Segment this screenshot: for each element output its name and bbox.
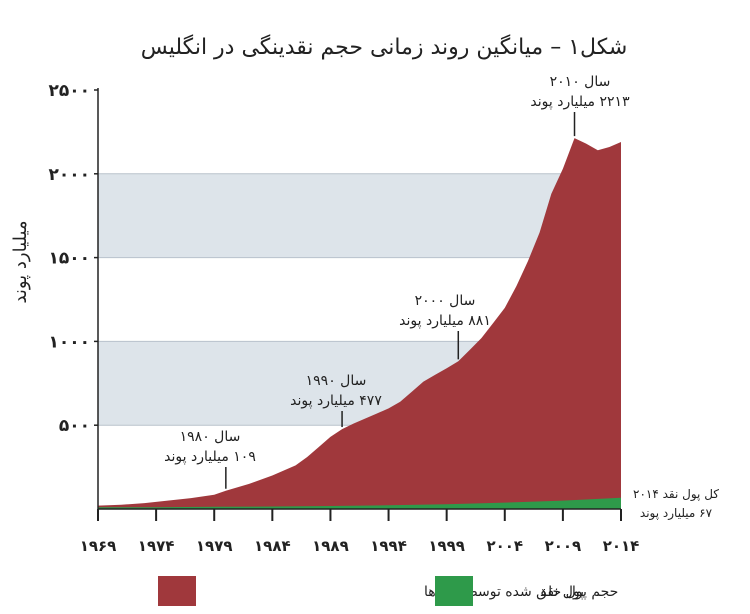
annotation-line1: سال ۲۰۱۰ — [550, 74, 611, 90]
legend-label-cash: پول نقد — [540, 584, 584, 600]
y-tick-label: ۲۵۰۰ — [48, 81, 90, 101]
x-tick-label: ۱۹۸۹ — [312, 537, 349, 555]
x-tick-label: ۱۹۹۴ — [370, 537, 407, 555]
y-axis-label: میلیارد پوند — [10, 220, 31, 303]
x-tick-label: ۲۰۰۹ — [545, 537, 582, 555]
area-series — [98, 138, 621, 509]
area-series-0 — [98, 138, 621, 509]
annotation-line2: ۴۷۷ میلیارد پوند — [290, 393, 382, 409]
annotation-line2: ۱۰۹ میلیارد پوند — [164, 449, 256, 465]
y-tick-label: ۱۰۰۰ — [48, 332, 90, 352]
annotation-line2: ۸۸۱ میلیارد پوند — [399, 313, 491, 329]
legend-swatch-banks — [158, 576, 196, 606]
annotation-line2: ۲۲۱۳ میلیارد پوند — [530, 94, 630, 110]
x-tick-label: ۱۹۷۹ — [196, 537, 233, 555]
chart-title: شکل۱ – میانگین روند زمانی حجم نقدینگی در… — [141, 34, 628, 60]
y-tick-label: ۲۰۰۰ — [48, 165, 90, 185]
annotation-line1: سال ۱۹۹۰ — [306, 373, 367, 389]
x-tick-label: ۱۹۹۹ — [428, 537, 465, 555]
x-tick-label: ۲۰۱۴ — [603, 537, 640, 555]
x-tick-label: ۲۰۰۴ — [486, 537, 523, 555]
x-tick-label: ۱۹۸۴ — [254, 537, 291, 555]
axes: ۵۰۰ ۱۰۰۰ ۱۵۰۰ ۲۰۰۰ ۲۵۰۰ ۱۹۶۹ ۱۹۷۴ ۱۹۷۹ ۱۹۸۴ ۱۹۸۹ ۱… — [48, 81, 639, 555]
y-tick-label: ۵۰۰ — [59, 416, 90, 436]
annotation-cash-line2: ۶۷ میلیارد پوند — [640, 506, 713, 521]
annotations: سال ۱۹۸۰ ۱۰۹ میلیارد پوند سال ۱۹۹۰ ۴۷۷ میلی… — [164, 74, 719, 521]
annotation-cash-line1: کل پول نقد ۲۰۱۴ — [633, 487, 719, 502]
area-series-1 — [98, 497, 621, 509]
x-tick-label: ۱۹۶۹ — [80, 537, 117, 555]
annotation-line1: سال ۲۰۰۰ — [415, 293, 476, 309]
x-tick-label: ۱۹۷۴ — [138, 537, 175, 555]
annotation-line1: سال ۱۹۸۰ — [180, 429, 241, 445]
y-tick-label: ۱۵۰۰ — [48, 249, 90, 269]
shaded-band-1 — [98, 173, 621, 258]
legend-swatch-cash — [435, 576, 473, 606]
